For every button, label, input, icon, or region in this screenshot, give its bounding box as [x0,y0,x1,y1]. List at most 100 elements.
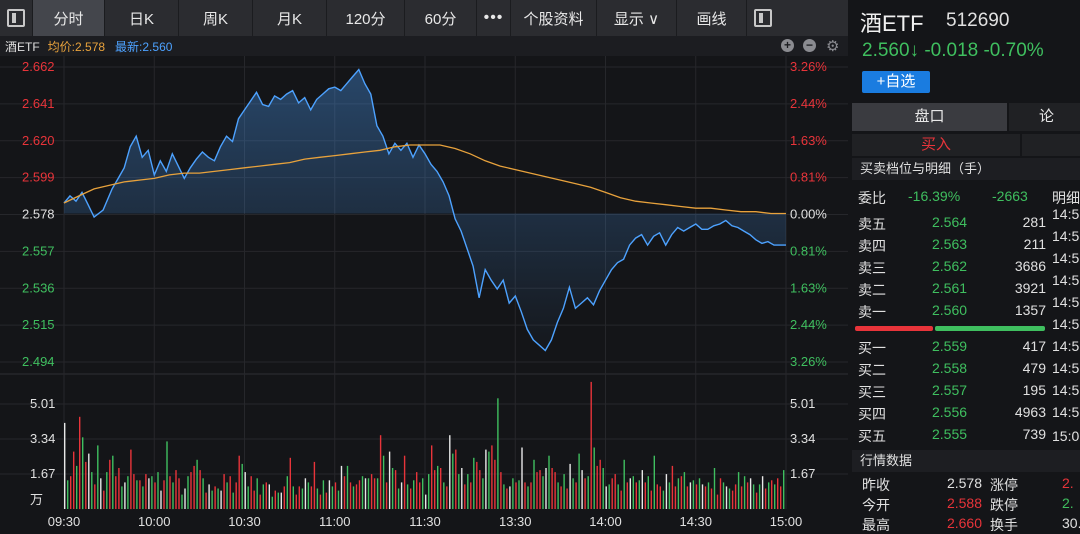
trade-time: 14:5 [1052,206,1080,222]
volume-bar [500,472,502,509]
time-tick: 14:00 [589,514,622,529]
tab-discussion[interactable]: 论 [1009,103,1080,131]
level-price: 2.563 [932,236,968,252]
volume-bar [340,465,343,509]
volume-bar [91,472,93,509]
market-value-2: 2. [1062,475,1074,491]
volume-bar [581,470,583,509]
volume-bar [94,484,96,509]
sidebar-toggle-icon[interactable] [0,0,32,36]
volume-bar [473,457,475,510]
tab-daily-k[interactable]: 日K [104,0,178,36]
volume-bar [614,474,616,509]
pct-tick-right: 0.81% [790,243,827,258]
volume-bar [665,474,668,509]
pct-tick-right: 0.81% [790,170,827,185]
add-watchlist-button[interactable]: +自选 [862,71,930,93]
price-tick-left: 2.578 [22,207,55,222]
volume-bar [716,494,719,509]
volume-bar [241,463,243,509]
volume-bar [431,445,433,509]
zoom-out-icon[interactable]: − [803,39,816,52]
level-price: 2.558 [932,360,968,376]
volume-bar [566,488,568,509]
gear-icon[interactable]: ⚙ [826,38,840,55]
volume-bar [172,482,174,510]
display-dropdown[interactable]: 显示 ∨ [596,0,676,36]
more-icon[interactable]: ••• [476,0,510,36]
volume-bar [262,484,264,509]
volume-bar [115,476,117,509]
volume-bar [689,482,692,510]
volume-bar [292,486,294,509]
volume-bar [226,482,228,510]
volume-bar [410,488,412,509]
panel-toggle-icon[interactable] [746,0,778,36]
price-area-fill [64,69,786,351]
volume-bar [130,449,132,510]
ask-row[interactable]: 卖二 2.561 3921 [850,278,1080,300]
volume-bar [244,472,246,509]
tab-monthly-k[interactable]: 月K [252,0,326,36]
volume-bar [506,488,508,509]
time-tick: 10:00 [138,514,171,529]
ask-row[interactable]: 卖三 2.562 3686 [850,256,1080,278]
volume-bar [470,482,472,510]
volume-bar [202,478,204,510]
level-price: 2.555 [932,426,968,442]
volume-bar [647,476,649,509]
price-tick-left: 2.515 [22,317,55,332]
tab-120min[interactable]: 120分 [326,0,404,36]
volume-bar [145,474,147,509]
tab-order-book[interactable]: 盘口 [852,103,1007,131]
tab-stock-profile[interactable]: 个股资料 [510,0,596,36]
volume-bar [548,455,550,509]
volume-bar [220,490,222,509]
volume-bar [175,470,177,509]
bid-row[interactable]: 买一 2.559 417 [850,336,1080,358]
volume-bar [307,482,310,510]
intraday-chart[interactable]: 2.662 3.26% 2.641 2.44% 2.620 1.63% 2.599 0.81%… [0,56,848,534]
trade-time: 14:5 [1052,382,1080,398]
volume-bar [199,470,201,509]
volume-bar [518,480,520,509]
trade-time: 14:5 [1052,250,1080,266]
volume-bar [524,482,526,510]
volume-bar [196,459,198,509]
volume-bar [587,476,589,509]
sell-tab[interactable] [1022,134,1080,156]
volume-bar [719,478,722,510]
tab-60min[interactable]: 60分 [404,0,476,36]
level-volume: 479 [1022,360,1046,376]
tab-intraday[interactable]: 分时 [32,0,104,36]
ask-row[interactable]: 卖五 2.564 281 [850,212,1080,234]
bid-row[interactable]: 买四 2.556 4963 [850,402,1080,424]
volume-bar [100,478,102,510]
tab-weekly-k[interactable]: 周K [178,0,252,36]
buy-sell-ratio-bar [855,326,1045,331]
ask-row[interactable]: 卖四 2.563 211 [850,234,1080,256]
market-label-2: 换手 [990,517,1018,533]
volume-bar [178,478,180,510]
volume-bar [109,459,111,509]
webi-percent: -16.39% [908,188,961,204]
volume-bar [722,482,725,510]
volume-bar [163,480,165,509]
bid-row[interactable]: 买五 2.555 739 [850,424,1080,446]
ask-row[interactable]: 卖一 2.560 1357 [850,300,1080,322]
zoom-in-icon[interactable]: + [781,39,794,52]
volume-bar [683,472,686,509]
buy-button[interactable]: 买入 [852,134,1020,156]
volume-tick-right: 1.67 [790,466,815,481]
volume-bar [653,455,655,509]
volume-bar [280,492,282,509]
trade-time: 14:5 [1052,294,1080,310]
time-tick: 11:00 [319,514,351,529]
trade-time: 14:5 [1052,360,1080,376]
volume-bar [364,478,367,510]
draw-line-button[interactable]: 画线 [676,0,746,36]
level-price: 2.561 [932,280,968,296]
bid-row[interactable]: 买三 2.557 195 [850,380,1080,402]
bid-row[interactable]: 买二 2.558 479 [850,358,1080,380]
volume-bar [563,474,565,509]
